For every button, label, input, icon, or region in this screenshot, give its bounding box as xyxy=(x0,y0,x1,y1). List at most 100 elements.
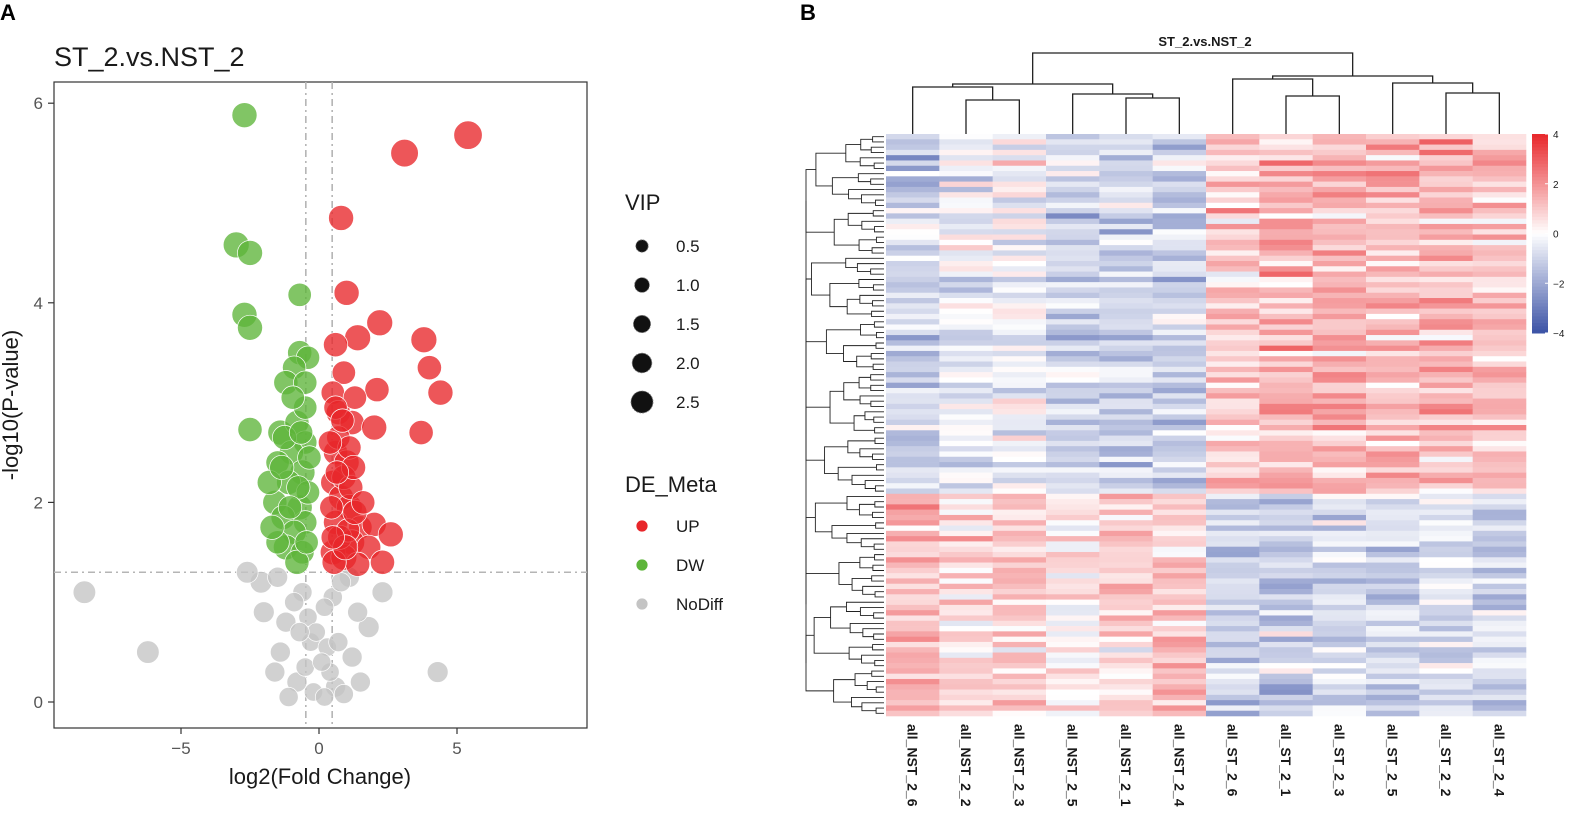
heatmap-cell xyxy=(1366,245,1420,251)
heatmap-cell xyxy=(1152,684,1207,690)
heatmap-cell xyxy=(1312,303,1367,309)
heatmap-cell xyxy=(1312,260,1367,267)
heatmap-cell xyxy=(886,149,940,156)
heatmap-cell xyxy=(886,578,940,585)
row-dendro-link xyxy=(870,178,884,185)
heatmap-cell xyxy=(1046,663,1100,669)
colorbar-label-3: −2 xyxy=(1553,279,1565,290)
row-dendro-link xyxy=(846,533,884,544)
heatmap-cell xyxy=(939,260,993,267)
heatmap-cell xyxy=(1206,271,1260,278)
heatmap-cell xyxy=(992,499,1047,505)
heatmap-cell xyxy=(1152,165,1207,172)
heatmap-cell xyxy=(1366,435,1420,442)
heatmap-cell xyxy=(886,430,940,436)
heatmap-cell xyxy=(992,377,1047,383)
heatmap-cell xyxy=(1046,477,1100,484)
heatmap-cell xyxy=(1312,223,1367,230)
heatmap-cell xyxy=(1259,223,1313,230)
heatmap-cell xyxy=(1419,366,1473,373)
heatmap-cell xyxy=(1366,393,1420,399)
heatmap-cell xyxy=(1472,594,1527,600)
heatmap-cell xyxy=(1046,509,1100,516)
heatmap-cell xyxy=(1472,329,1527,336)
heatmap-cell xyxy=(939,689,993,696)
heatmap-cell xyxy=(992,509,1047,516)
heatmap-cell xyxy=(1419,594,1473,600)
heatmap-cell xyxy=(1472,181,1527,188)
row-dendro-link xyxy=(871,310,884,317)
heatmap-cell xyxy=(1259,245,1313,251)
heatmap-cell xyxy=(992,282,1047,288)
colorbar-band xyxy=(1532,187,1548,191)
colorbar-band xyxy=(1532,323,1548,327)
heatmap-cell xyxy=(1259,345,1313,352)
heatmap-cell xyxy=(1259,361,1313,368)
heatmap-cell xyxy=(939,340,993,346)
heatmap-cell xyxy=(1099,345,1153,352)
heatmap-cell xyxy=(1312,186,1367,193)
heatmap-cell xyxy=(1099,583,1153,590)
heatmap-cell xyxy=(1419,319,1473,325)
heatmap-cell xyxy=(1046,329,1100,336)
heatmap-cell xyxy=(1419,382,1473,389)
heatmap-cell xyxy=(1472,298,1527,304)
heatmap-cell xyxy=(939,329,993,336)
heatmap-cell xyxy=(1419,536,1473,542)
heatmap-cell xyxy=(1312,546,1367,553)
heatmap-cell xyxy=(1152,589,1207,595)
heatmap-cell xyxy=(1366,562,1420,569)
heatmap-cell xyxy=(939,647,993,653)
heatmap-cell xyxy=(886,493,940,500)
heatmap-cell xyxy=(1152,557,1207,563)
heatmap-cell xyxy=(886,324,940,331)
heatmap-cell xyxy=(1046,324,1100,331)
heatmap-cell xyxy=(1099,350,1153,357)
heatmap-cell xyxy=(1366,165,1420,172)
heatmap-cell xyxy=(939,372,993,378)
row-dendro-link xyxy=(847,440,876,454)
heatmap-cell xyxy=(1259,414,1313,421)
heatmap-cell xyxy=(1099,186,1153,193)
heatmap-cell xyxy=(1046,308,1100,315)
heatmap-cell xyxy=(1366,678,1420,685)
heatmap-cell xyxy=(886,329,940,336)
row-dendro-link xyxy=(829,283,859,308)
colorbar-band xyxy=(1532,289,1548,294)
heatmap-cell xyxy=(1259,477,1313,484)
heatmap-cell xyxy=(886,414,940,421)
heatmap-cell xyxy=(1366,425,1420,431)
heatmap-cell xyxy=(1099,340,1153,346)
heatmap-cell xyxy=(939,430,993,436)
heatmap-cell xyxy=(1312,165,1367,172)
heatmap-cell xyxy=(992,171,1047,177)
de-legend-label-1: DW xyxy=(676,556,704,575)
heatmap-cell xyxy=(1206,573,1260,579)
heatmap-cell xyxy=(1206,520,1260,526)
heatmap-cell xyxy=(1152,546,1207,553)
heatmap-cell xyxy=(1206,509,1260,516)
heatmap-cell xyxy=(1206,440,1260,447)
heatmap-cell xyxy=(886,282,940,288)
heatmap-cell xyxy=(1419,488,1473,495)
heatmap-cell xyxy=(1419,530,1473,537)
heatmap-cell xyxy=(1366,340,1420,346)
point-dw-5 xyxy=(287,282,312,307)
heatmap-cell xyxy=(1312,668,1367,674)
colorbar-band xyxy=(1532,296,1548,301)
row-dendro-link xyxy=(838,562,860,585)
heatmap-cell xyxy=(1152,631,1207,637)
heatmap-cell xyxy=(1419,462,1473,468)
heatmap-cell xyxy=(1312,160,1367,167)
heatmap-cell xyxy=(1472,218,1527,225)
heatmap-cell xyxy=(886,186,940,193)
row-dendro-link xyxy=(866,681,884,690)
heatmap-cell xyxy=(939,382,993,389)
heatmap-cell xyxy=(1366,149,1420,156)
heatmap-cell xyxy=(939,583,993,590)
colorbar-band xyxy=(1532,163,1548,168)
heatmap-cell xyxy=(1312,620,1367,627)
heatmap-cell xyxy=(1472,245,1527,251)
heatmap-cell xyxy=(1206,382,1260,389)
